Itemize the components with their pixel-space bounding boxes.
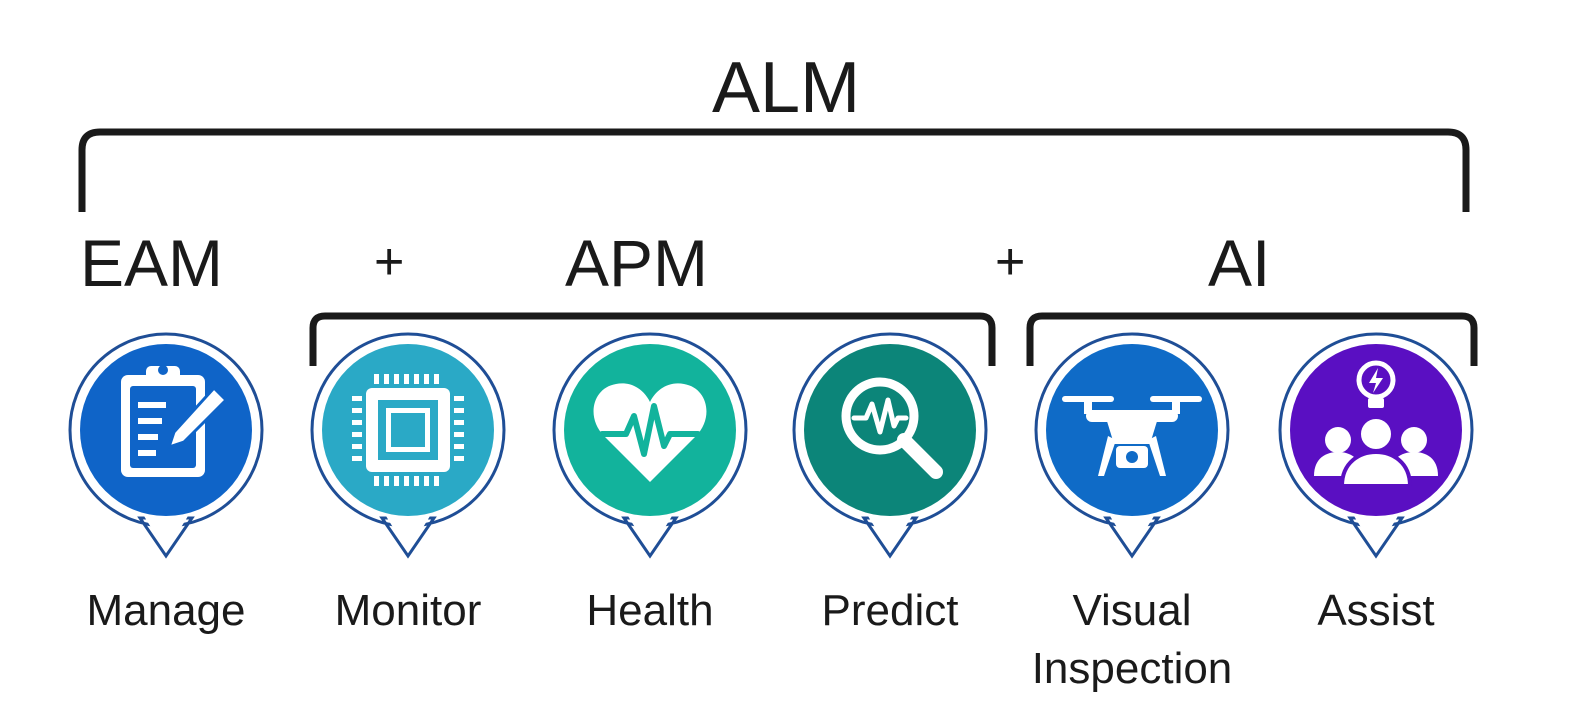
ai-title: AI	[1208, 226, 1271, 300]
heart-pulse-icon	[593, 383, 707, 482]
chip-icon	[352, 374, 464, 486]
map-pin	[552, 332, 748, 559]
module-label: Predict	[821, 586, 959, 635]
apm-title: APM	[565, 226, 709, 300]
magnifier-pulse-icon	[841, 377, 943, 479]
map-pin	[1278, 332, 1474, 559]
module-assist: Assist	[1276, 330, 1476, 690]
alm-bracket	[78, 128, 1470, 212]
module-label: Monitor	[334, 586, 482, 635]
team-idea-icon	[1314, 360, 1438, 488]
map-pin	[1034, 332, 1230, 559]
module-label: Visual Inspection	[1031, 586, 1233, 693]
drone-icon	[1062, 396, 1202, 476]
module-manage: Manage	[66, 330, 266, 690]
plus-sign: +	[995, 233, 1026, 291]
map-pin	[310, 332, 506, 559]
module-monitor: Monitor	[308, 330, 508, 690]
eam-title: EAM	[80, 226, 224, 300]
module-label: Manage	[86, 586, 246, 635]
module-predict: Predict	[790, 330, 990, 690]
alm-title: ALM	[712, 48, 861, 128]
clipboard-pencil-icon	[121, 365, 229, 477]
map-pin	[68, 332, 264, 559]
module-label: Health	[586, 586, 714, 635]
map-pin	[792, 332, 988, 559]
module-visual-inspection: Visual Inspection	[1032, 330, 1232, 693]
plus-sign: +	[374, 233, 405, 291]
module-label: Assist	[1317, 586, 1435, 635]
module-health: Health	[550, 330, 750, 690]
